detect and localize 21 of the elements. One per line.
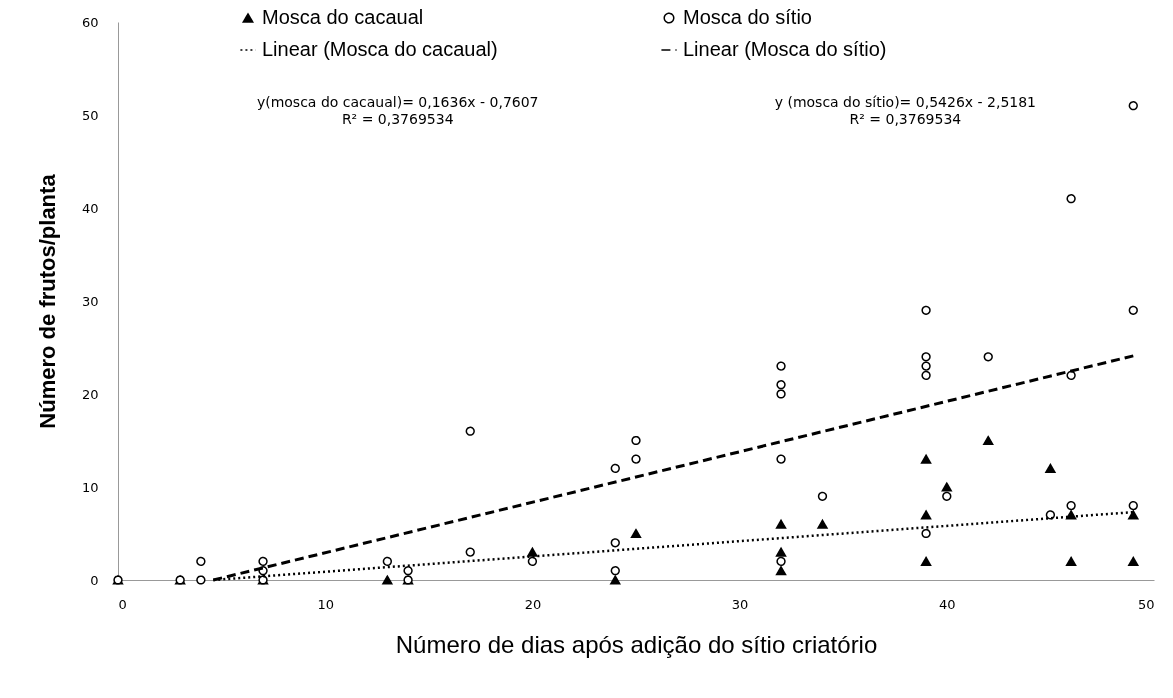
y-axis-title: Número de frutos/planta xyxy=(34,173,60,429)
legend-label: Linear (Mosca do sítio) xyxy=(683,38,887,60)
x-tick-label: 30 xyxy=(731,596,749,612)
x-tick-label: 40 xyxy=(939,596,956,612)
y-tick-label: 60 xyxy=(81,14,99,30)
y-tick-label: 0 xyxy=(90,572,99,588)
y-tick-label: 10 xyxy=(81,479,99,495)
legend-label: Mosca do cacaual xyxy=(262,6,424,28)
y-tick-label: 40 xyxy=(81,200,99,216)
x-tick-label: 50 xyxy=(1137,596,1155,612)
legend-label: Mosca do sítio xyxy=(683,6,812,28)
y-tick-label: 20 xyxy=(81,386,99,402)
x-tick-label: 10 xyxy=(317,596,334,612)
x-tick-label: 0 xyxy=(118,596,127,612)
x-tick-label: 20 xyxy=(524,596,542,612)
legend-label: Linear (Mosca do cacaual) xyxy=(262,38,498,60)
y-tick-label: 30 xyxy=(81,293,99,309)
x-axis-title: Número de dias após adição do sítio criatório xyxy=(395,630,878,658)
annotation: y (mosca do sítio)= 0,5426x - 2,5181 R² = 0,3769534 xyxy=(774,94,1037,127)
y-tick-label: 50 xyxy=(81,107,99,123)
annotation: y(mosca do cacaual)= 0,1636x - 0,7607 R² = 0,3769534 xyxy=(256,94,539,127)
